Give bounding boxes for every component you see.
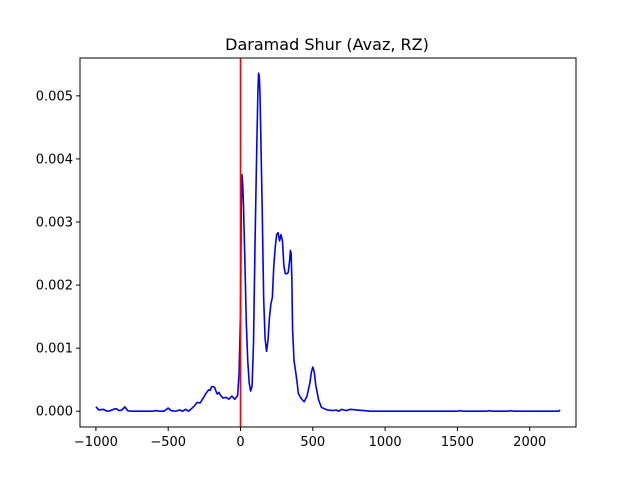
y-tick-label: 0.000 [36,405,73,420]
y-tick-label: 0.001 [36,342,73,357]
plot-area [95,58,561,427]
y-tick-label: 0.002 [36,279,73,294]
x-tick-label: 500 [300,435,325,450]
y-tick-label: 0.003 [36,216,73,231]
chart-title: Daramad Shur (Avaz, RZ) [225,35,429,54]
x-tick-label: −500 [150,435,186,450]
x-tick-label: 1000 [369,435,402,450]
x-axis: −1000 −500 0 500 1000 1500 2000 [74,427,546,450]
series-line-0 [95,72,561,413]
x-tick-label: 0 [236,435,244,450]
axes-frame [79,57,577,428]
y-tick-label: 0.005 [36,89,73,104]
x-tick-label: 2000 [513,435,546,450]
y-axis: 0.000 0.001 0.002 0.003 0.004 0.005 [36,89,80,420]
x-tick-label: 1500 [441,435,474,450]
y-tick-label: 0.004 [36,152,73,167]
x-tick-label: −1000 [74,435,118,450]
